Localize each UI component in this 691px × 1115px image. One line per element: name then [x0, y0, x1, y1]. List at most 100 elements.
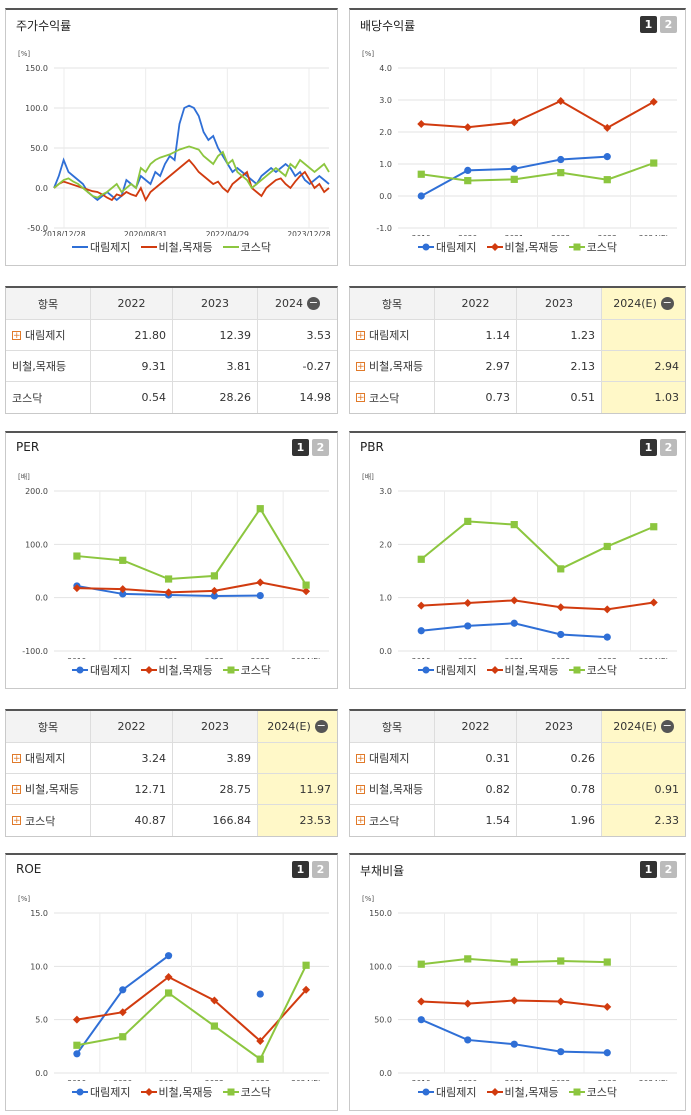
data-point[interactable]	[164, 575, 173, 583]
legend-item[interactable]: 대림제지	[418, 239, 477, 255]
data-point[interactable]	[510, 165, 518, 173]
data-point[interactable]	[650, 159, 658, 167]
data-point[interactable]	[164, 952, 173, 960]
legend-item[interactable]: 대림제지	[72, 662, 131, 678]
data-point[interactable]	[119, 1033, 127, 1041]
data-point[interactable]	[603, 176, 611, 184]
data-point[interactable]	[256, 1037, 265, 1045]
expand-icon[interactable]: +	[12, 753, 21, 764]
data-point[interactable]	[210, 1022, 219, 1030]
data-point[interactable]	[649, 598, 658, 607]
data-point[interactable]	[510, 521, 518, 529]
data-point[interactable]	[556, 96, 565, 105]
expand-icon[interactable]: +	[12, 330, 21, 341]
data-point[interactable]	[302, 587, 311, 596]
data-point[interactable]	[73, 552, 81, 560]
legend-item[interactable]: 대림제지	[72, 1084, 131, 1100]
data-point[interactable]	[464, 517, 472, 525]
data-point[interactable]	[73, 1050, 81, 1058]
data-point[interactable]	[256, 990, 264, 998]
data-point[interactable]	[73, 1041, 81, 1049]
data-point[interactable]	[556, 997, 565, 1006]
data-point[interactable]	[210, 572, 219, 580]
legend-item[interactable]: 비철,목재등	[140, 662, 213, 678]
legend-item[interactable]: 비철,목재등	[486, 239, 559, 255]
collapse-icon[interactable]: −	[660, 296, 674, 310]
data-point[interactable]	[302, 961, 310, 969]
data-point[interactable]	[119, 590, 127, 598]
data-point[interactable]	[72, 584, 81, 593]
data-point[interactable]	[417, 120, 426, 128]
data-point[interactable]	[463, 999, 472, 1008]
legend-item[interactable]: 대림제지	[72, 239, 131, 255]
data-point[interactable]	[510, 958, 518, 966]
data-point[interactable]	[417, 601, 426, 610]
data-point[interactable]	[557, 630, 565, 639]
expand-icon[interactable]: +	[356, 393, 365, 403]
data-point[interactable]	[256, 591, 264, 600]
data-point[interactable]	[510, 1040, 518, 1048]
data-point[interactable]	[417, 997, 426, 1006]
data-point[interactable]	[603, 542, 611, 551]
collapse-icon[interactable]: −	[307, 296, 320, 310]
page-2-button[interactable]: 2	[312, 861, 329, 878]
legend-item[interactable]: 코스닥	[222, 1084, 271, 1100]
data-point[interactable]	[603, 1049, 611, 1057]
page-1-button[interactable]: 1	[292, 439, 309, 456]
data-point[interactable]	[302, 581, 310, 589]
expand-icon[interactable]: +	[356, 816, 365, 826]
data-point[interactable]	[210, 592, 219, 600]
data-point[interactable]	[603, 1002, 612, 1011]
data-point[interactable]	[603, 605, 612, 614]
data-point[interactable]	[557, 565, 565, 573]
page-2-button[interactable]: 2	[660, 439, 677, 456]
expand-icon[interactable]: +	[356, 753, 365, 764]
data-point[interactable]	[557, 1048, 565, 1056]
data-point[interactable]	[119, 986, 127, 994]
data-point[interactable]	[164, 973, 173, 981]
collapse-icon[interactable]: −	[660, 719, 674, 733]
data-point[interactable]	[118, 1008, 127, 1017]
data-point[interactable]	[464, 177, 472, 185]
page-2-button[interactable]: 2	[312, 439, 329, 456]
data-point[interactable]	[72, 1015, 81, 1024]
data-point[interactable]	[417, 170, 425, 178]
expand-icon[interactable]: +	[12, 784, 21, 795]
data-point[interactable]	[417, 555, 425, 563]
data-point[interactable]	[510, 996, 519, 1005]
page-2-button[interactable]: 2	[660, 16, 677, 33]
legend-item[interactable]: 코스닥	[222, 662, 271, 678]
data-point[interactable]	[556, 603, 565, 612]
data-point[interactable]	[603, 153, 611, 161]
legend-item[interactable]: 대림제지	[418, 1084, 477, 1100]
data-point[interactable]	[417, 627, 425, 635]
page-1-button[interactable]: 1	[292, 861, 309, 878]
data-point[interactable]	[256, 505, 264, 513]
data-point[interactable]	[464, 955, 472, 963]
data-point[interactable]	[417, 960, 425, 968]
data-point[interactable]	[302, 985, 311, 994]
collapse-icon[interactable]: −	[314, 719, 328, 733]
data-point[interactable]	[256, 1055, 264, 1063]
data-point[interactable]	[557, 957, 565, 965]
legend-item[interactable]: 비철,목재등	[140, 1084, 213, 1100]
data-point[interactable]	[164, 588, 173, 597]
data-point[interactable]	[464, 622, 472, 630]
expand-icon[interactable]: +	[356, 361, 365, 372]
page-1-button[interactable]: 1	[640, 439, 657, 456]
data-point[interactable]	[464, 166, 472, 174]
page-1-button[interactable]: 1	[640, 16, 657, 33]
expand-icon[interactable]: +	[356, 330, 365, 341]
data-point[interactable]	[210, 996, 219, 1005]
data-point[interactable]	[650, 523, 658, 531]
data-point[interactable]	[464, 1036, 472, 1044]
data-point[interactable]	[649, 97, 658, 106]
data-point[interactable]	[510, 619, 518, 627]
expand-icon[interactable]: +	[356, 784, 365, 795]
legend-item[interactable]: 코스닥	[568, 662, 617, 678]
data-point[interactable]	[119, 556, 127, 564]
data-point[interactable]	[118, 585, 127, 594]
legend-item[interactable]: 코스닥	[568, 239, 617, 255]
data-point[interactable]	[164, 989, 173, 997]
legend-item[interactable]: 비철,목재등	[486, 662, 559, 678]
